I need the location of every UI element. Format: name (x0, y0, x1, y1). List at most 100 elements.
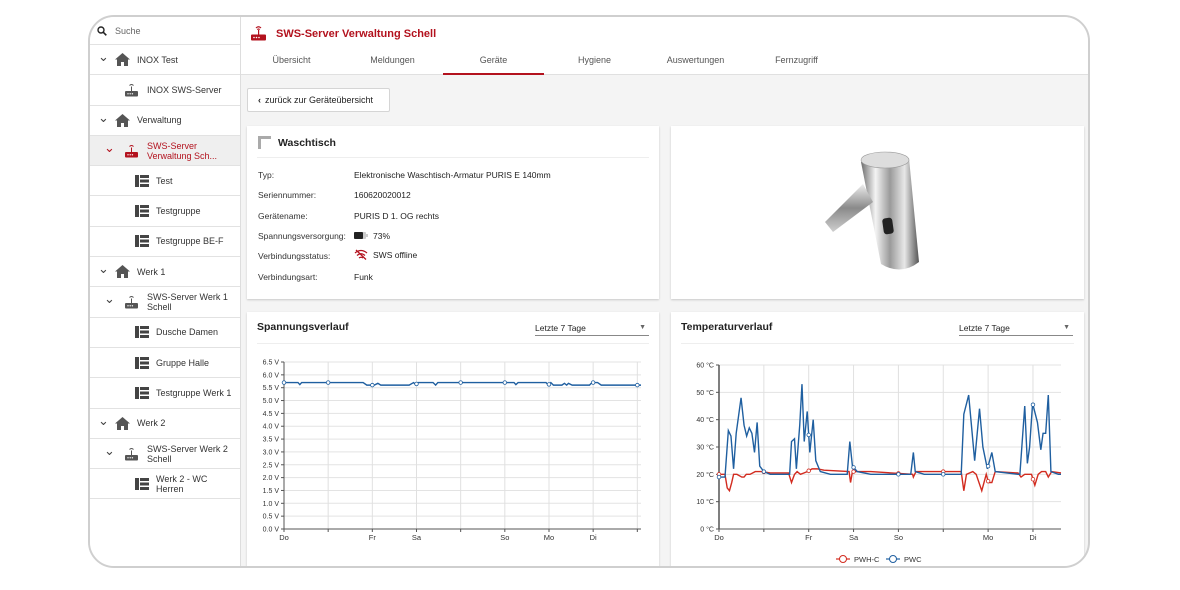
tab-uebersicht[interactable]: Übersicht (272, 55, 311, 65)
temperature-chart-card: Temperaturverlauf Letzte 7 Tage ▼ 0 °C 10 … (671, 312, 1084, 566)
data-point-marker (1030, 476, 1036, 482)
data-point-marker (806, 468, 811, 473)
x-tick-label: Mo (983, 533, 993, 542)
wifi-off-icon (354, 249, 368, 261)
y-tick-label: 6.0 V (263, 372, 280, 379)
tree-item-label: Testgruppe Werk 1 (156, 387, 232, 398)
data-point-marker (414, 381, 419, 387)
y-tick-label: 5.5 V (263, 385, 280, 392)
tab-meldungen[interactable]: Meldungen (370, 55, 415, 65)
data-point-marker (716, 474, 722, 480)
tree-item-label: Test (156, 175, 173, 186)
series-line-spannung (284, 381, 641, 387)
x-tick-label: Di (590, 533, 597, 542)
tree-item[interactable]: ⌄ Werk 2 (90, 409, 240, 439)
info-value: PURIS D 1. OG rechts (354, 210, 440, 221)
temperature-range-select[interactable]: Letzte 7 Tage ▼ (959, 320, 1073, 336)
group-grid-icon (135, 174, 149, 187)
device-info-card: Waschtisch Typ: Elektronische Waschtisch-… (247, 126, 659, 299)
chevron-down-icon[interactable]: ⌄ (98, 49, 109, 64)
chevron-down-icon[interactable]: ⌄ (104, 442, 115, 458)
back-button-label: zurück zur Geräteübersicht (265, 95, 374, 105)
house-icon (115, 416, 130, 430)
data-point-marker (761, 469, 767, 474)
group-grid-icon (135, 235, 149, 248)
info-label: Verbindungsart: (258, 271, 318, 282)
y-tick-label: 10 °C (696, 498, 714, 506)
chevron-down-icon[interactable]: ⌄ (104, 139, 115, 155)
tree-item[interactable]: Werk 2 - WC Herren (90, 469, 240, 500)
chevron-down-icon[interactable]: ⌄ (104, 291, 115, 307)
y-tick-label: 3.5 V (263, 437, 280, 444)
series-line-pwh-c (719, 468, 1062, 494)
tree-item[interactable]: Dusche Damen (90, 318, 240, 348)
y-tick-label: 30 °C (696, 444, 714, 452)
voltage-range-select[interactable]: Letzte 7 Tage ▼ (535, 320, 649, 336)
x-tick-label: Di (1029, 533, 1036, 542)
data-point-marker (635, 382, 640, 388)
y-tick-label: 4.0 V (263, 424, 280, 431)
data-point-marker (590, 380, 596, 385)
info-value-row: Elektronische Waschtisch-Armatur PURIS E… (354, 170, 551, 180)
router-icon (124, 144, 139, 158)
tree-item[interactable]: Testgruppe Werk 1 (90, 378, 240, 409)
tab-bar: Übersicht Meldungen Geräte Hygiene Auswe… (241, 47, 847, 75)
x-tick-label: Sa (849, 533, 859, 542)
y-tick-label: 4.5 V (263, 411, 280, 418)
temperature-chart-title: Temperaturverlauf (681, 321, 773, 333)
tree-item[interactable]: ⌄ SWS-Server Werk 1 Schell (90, 287, 240, 318)
tree-item[interactable]: ⌄ SWS-Server Werk 2 Schell (90, 439, 240, 470)
chevron-down-icon[interactable]: ⌄ (98, 109, 109, 125)
x-tick-label: So (500, 533, 509, 542)
info-value-row: 73% (354, 231, 390, 241)
tree-item[interactable]: Test (90, 166, 240, 197)
router-icon (251, 26, 266, 41)
tab-geraete[interactable]: Geräte (443, 47, 544, 75)
y-tick-label: 1.0 V (263, 501, 280, 508)
data-point-marker (325, 380, 331, 385)
tree-item-label: Werk 2 - WC Herren (156, 473, 208, 494)
tab-hygiene[interactable]: Hygiene (577, 55, 612, 65)
back-to-devices-button[interactable]: ‹ zurück zur Geräteübersicht (247, 88, 390, 112)
tree-item[interactable]: ⌄ INOX Test (90, 45, 240, 76)
x-tick-label: Do (279, 533, 289, 542)
tree-item-label: Gruppe Halle (156, 357, 210, 368)
dropdown-arrow-icon: ▼ (639, 324, 646, 331)
tree-item[interactable]: Gruppe Halle (90, 348, 240, 379)
sidebar-tree: Suche ⌄ INOX Test INOX SWS-Server ⌄ Verwaltu… (90, 17, 241, 566)
info-value-row: PURIS D 1. OG rechts (354, 211, 439, 221)
y-tick-label: 6.5 V (263, 360, 280, 367)
tree-item[interactable]: INOX SWS-Server (90, 75, 240, 106)
group-grid-icon (135, 326, 149, 339)
tree-item[interactable]: ⌄ Werk 1 (90, 257, 240, 288)
y-tick-label: 5.0 V (263, 398, 280, 405)
tree-item-label: Werk 2 (137, 418, 166, 429)
tree-item[interactable]: ⌄ SWS-Server Verwaltung Sch... (90, 135, 240, 167)
search-field[interactable]: Suche (90, 17, 240, 45)
info-label: Seriennummer: (258, 190, 317, 201)
chevron-down-icon[interactable]: ⌄ (98, 261, 109, 277)
voltage-range-value: Letzte 7 Tage (535, 323, 586, 333)
tree-item[interactable]: Testgruppe (90, 196, 240, 227)
group-grid-icon (135, 386, 149, 399)
group-grid-icon (135, 477, 149, 490)
dropdown-arrow-icon: ▼ (1063, 324, 1070, 331)
y-tick-label: 20 °C (696, 471, 714, 479)
tab-fernzugriff[interactable]: Fernzugriff (775, 55, 818, 65)
tab-auswertungen[interactable]: Auswertungen (666, 55, 725, 65)
house-icon (115, 113, 130, 127)
legend-marker (839, 555, 847, 563)
series-line-pwc (719, 384, 1061, 478)
page-title: SWS-Server Verwaltung Schell (276, 28, 437, 40)
y-tick-label: 60 °C (696, 362, 714, 370)
page-header: SWS-Server Verwaltung Schell Übersicht M… (241, 17, 1088, 75)
x-tick-label: Fr (805, 533, 813, 542)
chevron-down-icon[interactable]: ⌄ (98, 412, 109, 428)
data-point-marker (806, 432, 811, 438)
info-value-row: SWS offline (354, 249, 417, 261)
tree-item[interactable]: Testgruppe BE-F (90, 227, 240, 258)
tree-item-label: Testgruppe (156, 206, 201, 217)
tree-item[interactable]: ⌄ Verwaltung (90, 106, 240, 136)
data-point-marker (370, 382, 375, 388)
battery-icon (354, 232, 368, 240)
